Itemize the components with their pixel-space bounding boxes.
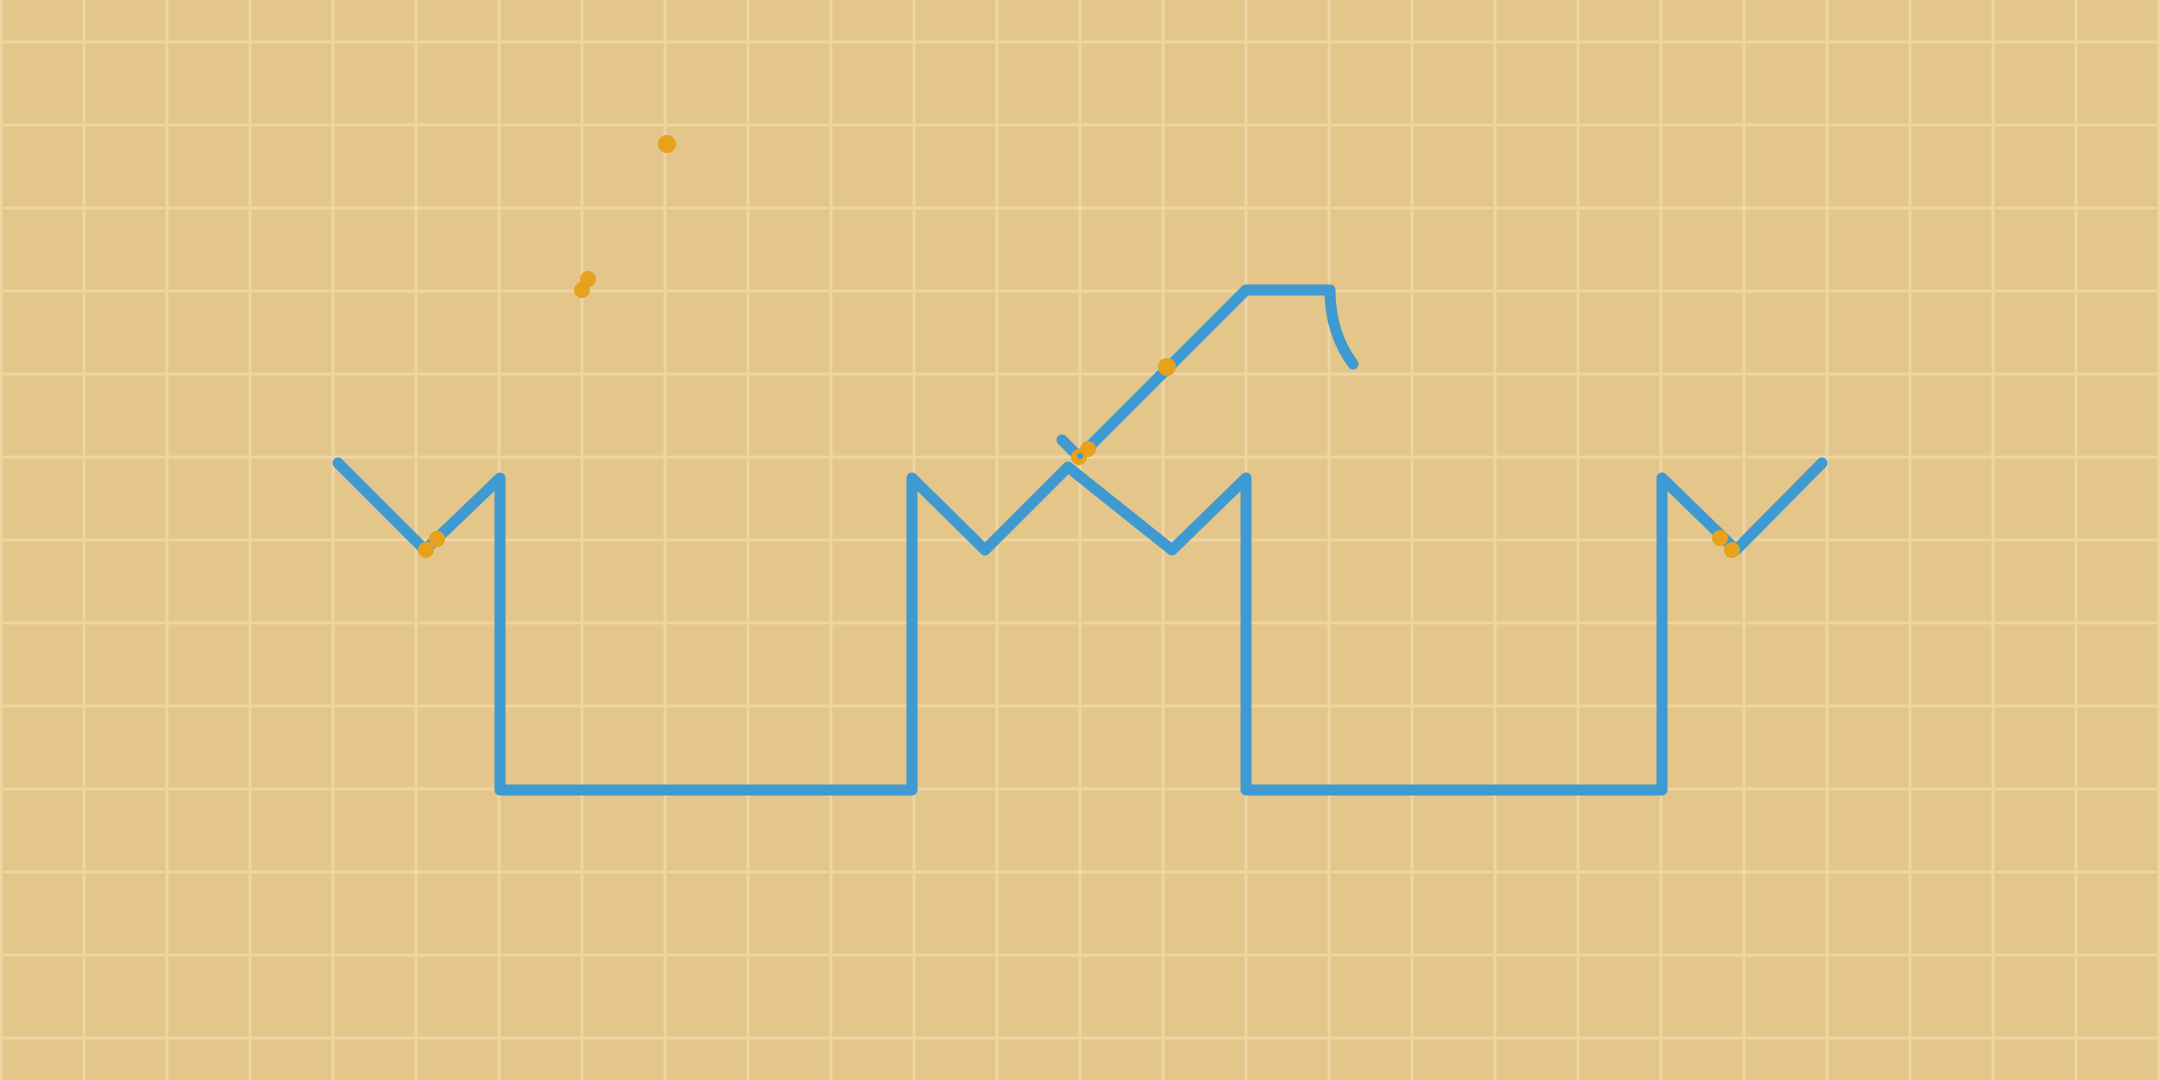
marker-dot[interactable] [1724,542,1740,558]
path-segment-arc[interactable] [1324,284,1359,370]
marker-dot[interactable] [658,135,676,153]
marker-dot[interactable] [418,542,434,558]
marker-dot[interactable] [580,271,596,287]
marker-dot[interactable] [429,531,445,547]
path-segment-main[interactable] [332,457,1828,796]
marker-dot[interactable] [1158,358,1176,376]
marker-dot[interactable] [1077,453,1083,459]
marker-dot[interactable] [1080,441,1096,457]
markers[interactable] [418,135,1740,558]
marker-dot[interactable] [1712,530,1728,546]
path-segment-upper[interactable] [1073,284,1336,463]
